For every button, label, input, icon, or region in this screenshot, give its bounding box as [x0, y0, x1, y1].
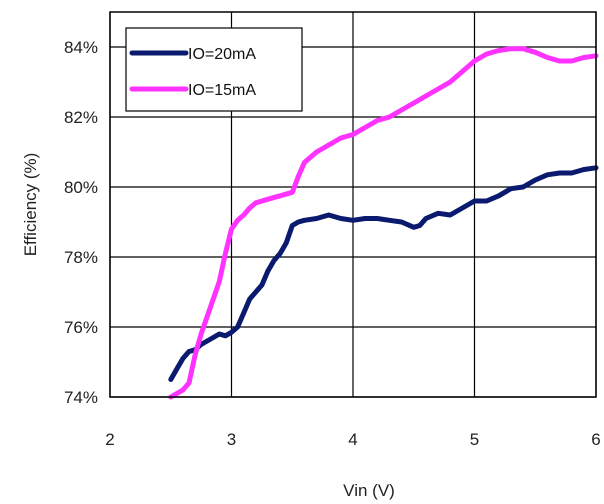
y-tick-label: 78% [64, 248, 98, 267]
y-axis-title: Efficiency (%) [21, 153, 40, 257]
x-tick-labels: 2 3 4 5 6 [105, 430, 600, 449]
y-tick-label: 80% [64, 178, 98, 197]
legend-box [125, 27, 303, 112]
y-tick-label: 84% [64, 38, 98, 57]
x-tick-label: 6 [591, 430, 600, 449]
plot-area-border [109, 11, 597, 398]
series-line-io-15ma [168, 46, 599, 400]
y-tick-label: 74% [64, 388, 98, 407]
y-tick-label: 76% [64, 318, 98, 337]
legend-label: IO=20mA [188, 46, 256, 63]
x-tick-label: 2 [105, 430, 114, 449]
x-tick-label: 4 [348, 430, 357, 449]
series-line-io-20ma [168, 165, 599, 382]
series-lines [168, 46, 599, 400]
x-tick-label: 3 [227, 430, 236, 449]
legend: IO=20mA IO=15mA [125, 27, 303, 112]
legend-label: IO=15mA [188, 82, 256, 99]
x-axis-title: Vin (V) [343, 481, 395, 500]
x-tick-label: 5 [470, 430, 479, 449]
y-tick-labels: 74% 76% 78% 80% 82% 84% [64, 38, 98, 407]
y-tick-label: 82% [64, 108, 98, 127]
